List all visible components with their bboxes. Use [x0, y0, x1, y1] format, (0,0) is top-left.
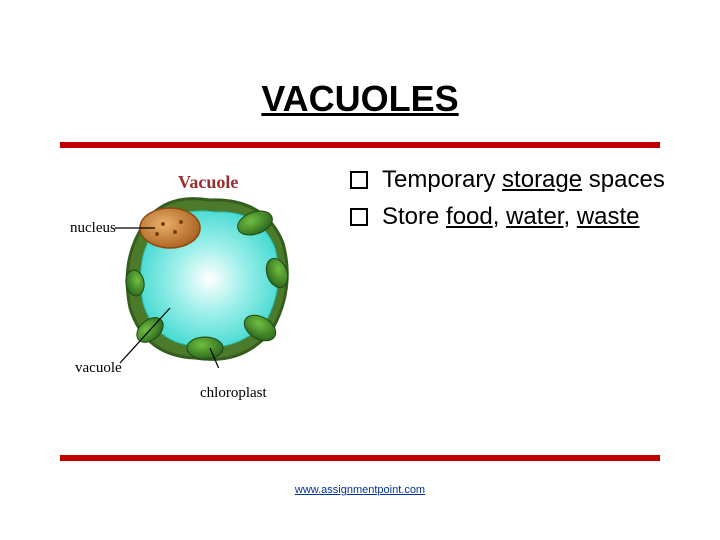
bullet-list: Temporary storage spaces Store food, wate… [350, 164, 680, 238]
label-chloroplast: chloroplast [200, 385, 267, 402]
accent-bar-bottom [60, 455, 660, 461]
bullet-item: Store food, water, waste [350, 201, 680, 232]
accent-bar-top [60, 142, 660, 148]
text-run: spaces [582, 166, 665, 193]
page-title: VACUOLES [0, 78, 720, 120]
bullet-text: Store food, water, waste [382, 201, 680, 232]
text-run: food [446, 203, 493, 230]
bullet-box-icon [350, 171, 368, 189]
nucleus-dot [173, 230, 177, 234]
nucleus-dot [179, 220, 183, 224]
nucleus-dot [155, 232, 159, 236]
label-vacuole: vacuole [75, 360, 122, 377]
bullet-box-icon [350, 208, 368, 226]
text-run: water [506, 203, 563, 230]
text-run: waste [577, 203, 640, 230]
footer-link-container: www.assignmentpoint.com [0, 480, 720, 498]
text-run: storage [502, 166, 582, 193]
label-nucleus: nucleus [70, 220, 116, 237]
footer-link[interactable]: www.assignmentpoint.com [295, 484, 425, 496]
text-run: Store [382, 203, 446, 230]
text-run: Temporary [382, 166, 502, 193]
bullet-text: Temporary storage spaces [382, 164, 680, 195]
bullet-item: Temporary storage spaces [350, 164, 680, 195]
chloroplast-shape [187, 337, 223, 359]
slide: VACUOLES Vacuole [0, 0, 720, 540]
cell-svg [115, 188, 295, 368]
cell-diagram: Vacuole [60, 170, 340, 430]
text-run: , [493, 203, 506, 230]
text-run: , [563, 203, 576, 230]
nucleus-dot [161, 222, 165, 226]
